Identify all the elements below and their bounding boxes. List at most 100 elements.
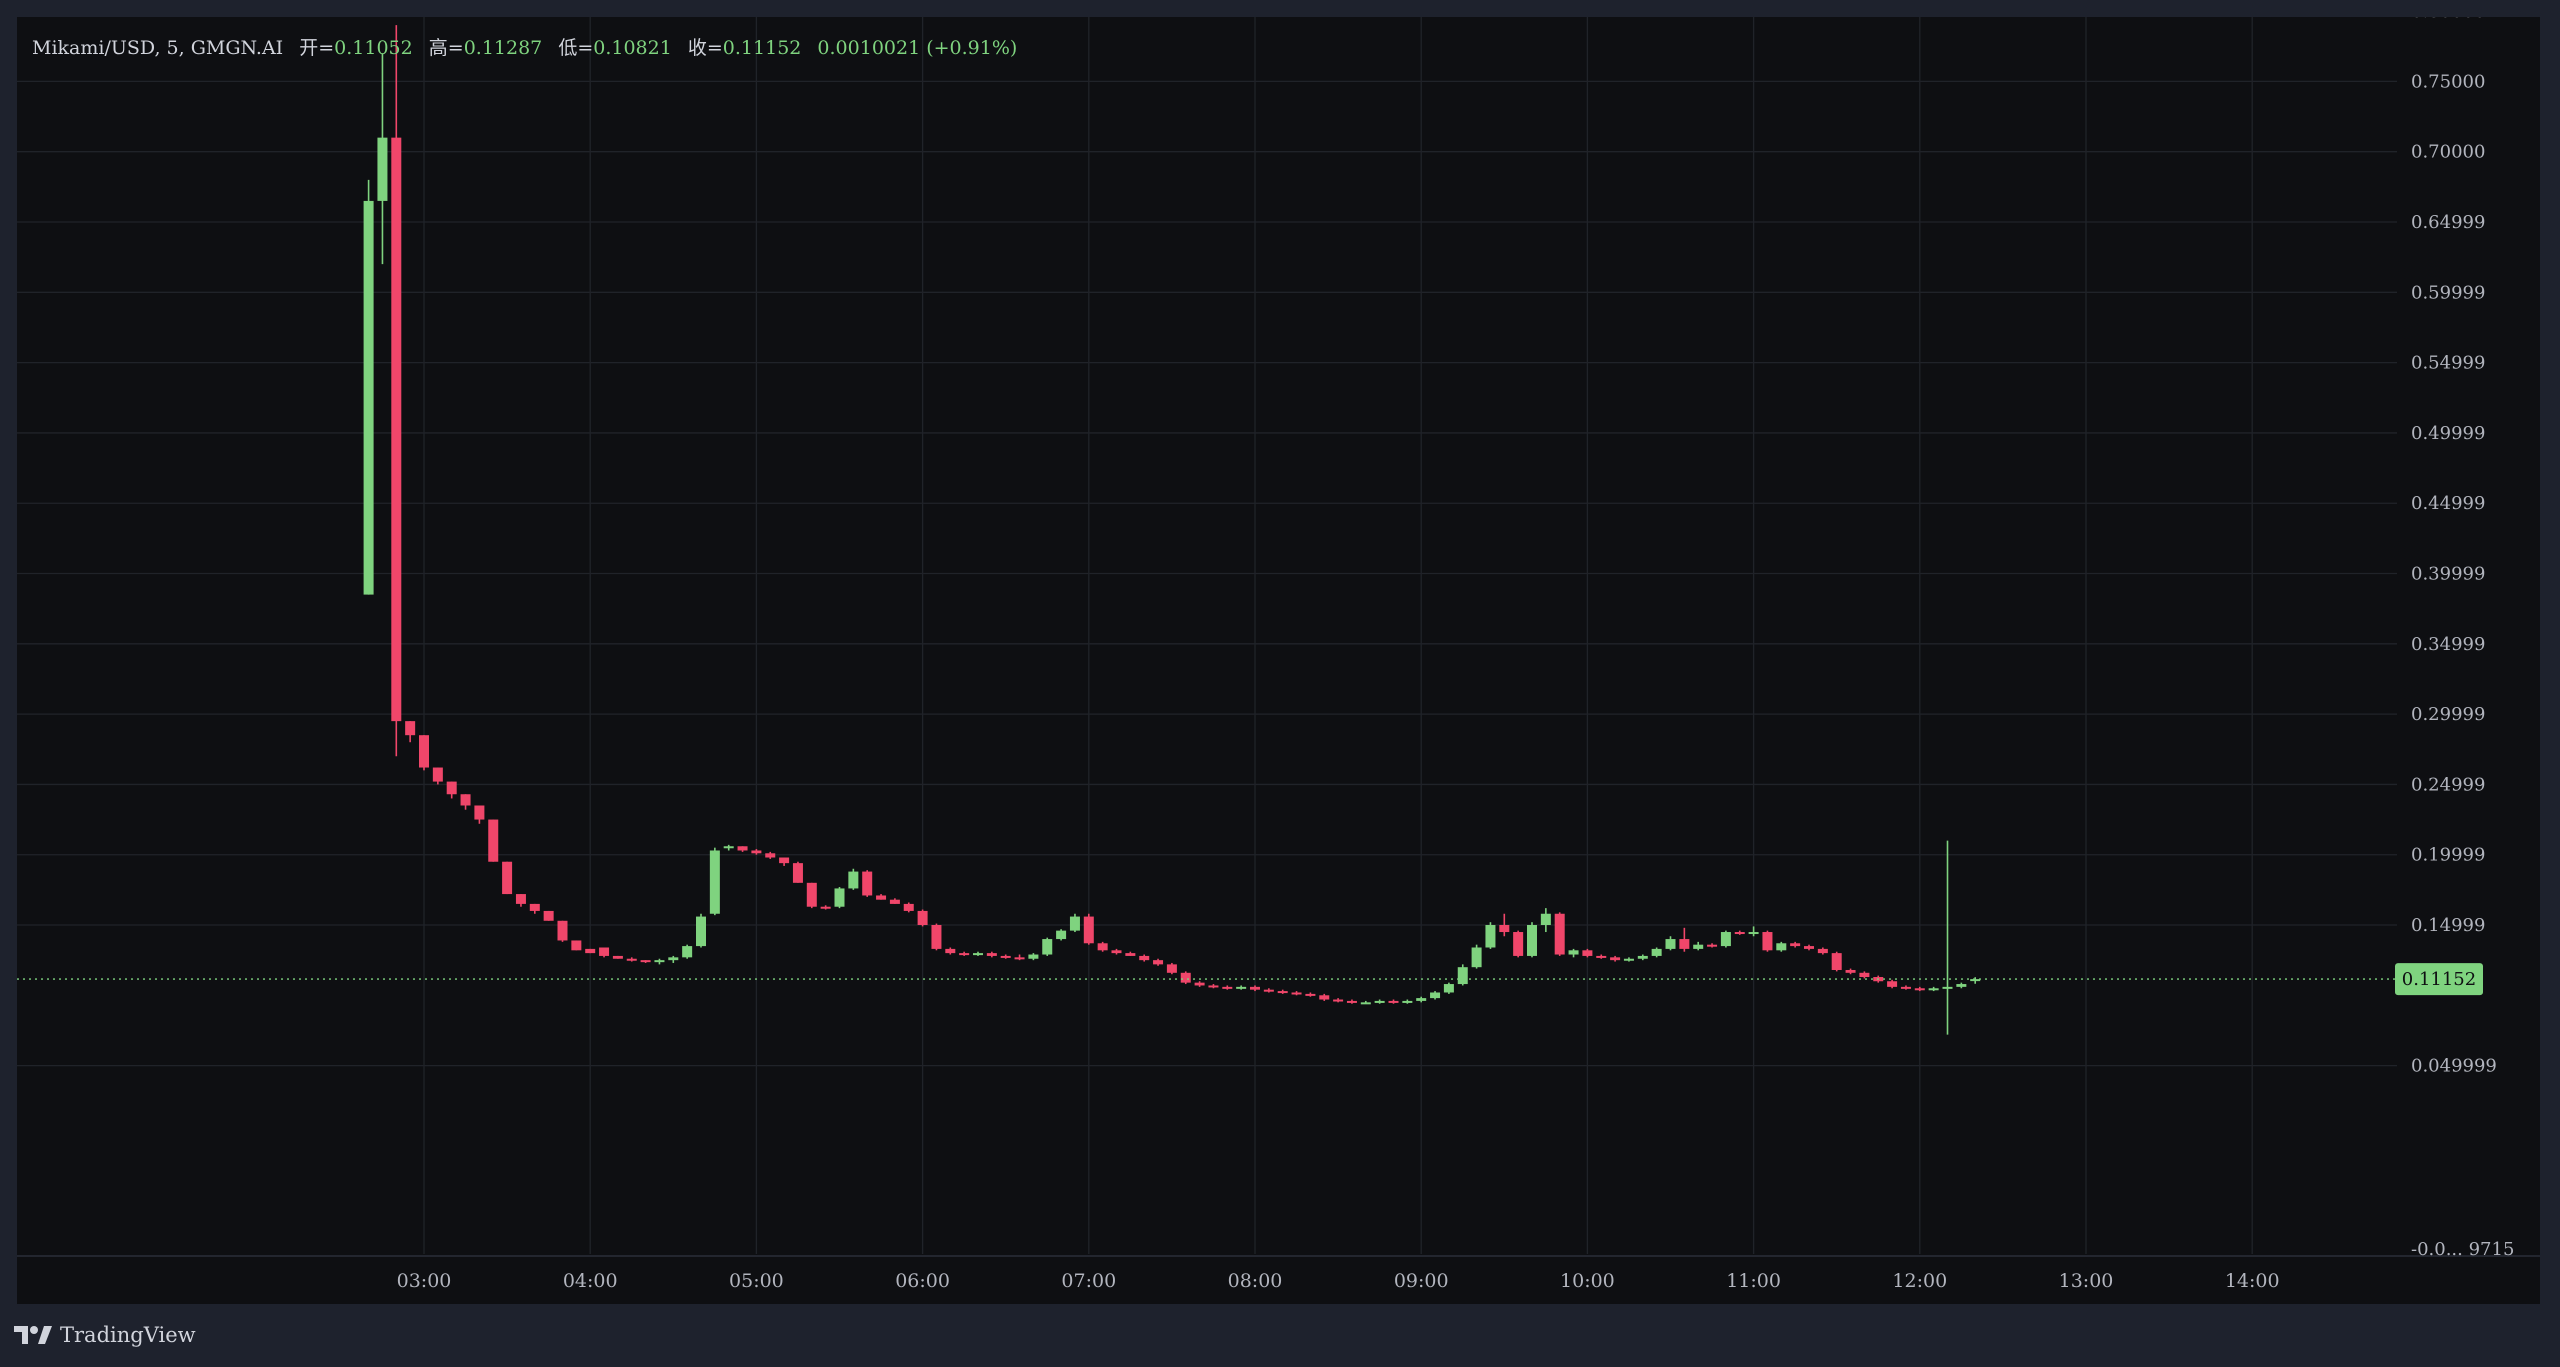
candle-body <box>1153 960 1164 965</box>
axis-layer: 0.850000.800000.750000.700000.649990.599… <box>397 17 2515 1292</box>
candle-body <box>599 947 610 956</box>
candle-body <box>1000 955 1011 958</box>
candle-body <box>723 846 734 849</box>
candle-body <box>1623 958 1634 961</box>
candle-body <box>1374 1000 1385 1003</box>
candle-body <box>1416 998 1427 1001</box>
candle-body <box>709 850 720 914</box>
x-tick-label: 08:00 <box>1228 1270 1283 1292</box>
candle-body <box>903 903 914 911</box>
candle-body <box>848 871 859 889</box>
y-tick-label: 0.29999 <box>2411 704 2485 725</box>
tradingview-logo-icon <box>14 1326 52 1344</box>
open-label: 开= <box>299 37 335 59</box>
candle-body <box>862 871 873 896</box>
candle-body <box>654 960 665 963</box>
y-tick-label: 0.14999 <box>2411 915 2485 936</box>
y-tick-label: 0.19999 <box>2411 845 2485 866</box>
candle-body <box>419 735 429 768</box>
candle-body <box>792 863 803 883</box>
y-bottom-label: -0.0... 9715 <box>2411 1239 2514 1260</box>
candle-body <box>1402 1000 1413 1003</box>
chart-panel[interactable]: 0.850000.800000.750000.700000.649990.599… <box>17 17 2540 1304</box>
tradingview-branding[interactable]: TradingView <box>14 1320 196 1350</box>
y-tick-label: 0.39999 <box>2411 564 2485 585</box>
candle-body <box>696 916 706 947</box>
candle-body <box>1720 932 1731 947</box>
x-tick-label: 10:00 <box>1560 1270 1615 1292</box>
grid-layer <box>17 17 2540 1257</box>
candle-body <box>1499 925 1510 933</box>
y-tick-label: 0.59999 <box>2411 282 2485 303</box>
open-value: 0.11052 <box>334 37 413 59</box>
candle-body <box>1319 995 1330 1000</box>
candle-body <box>1527 925 1537 956</box>
candle-body <box>668 957 679 961</box>
candle-body <box>557 920 568 941</box>
candle-body <box>917 910 928 925</box>
candle-body <box>1056 930 1067 940</box>
change-value: 0.0010021 (+0.91%) <box>817 37 1018 59</box>
candle-body <box>1554 913 1565 955</box>
candle-body <box>1845 969 1856 973</box>
y-tick-label: 0.24999 <box>2411 774 2485 795</box>
x-tick-label: 09:00 <box>1394 1270 1449 1292</box>
candle-body <box>1651 948 1662 956</box>
candle-body <box>1457 967 1468 985</box>
candle-body <box>806 882 817 907</box>
candle-body <box>1263 989 1274 992</box>
candle-body <box>973 953 983 956</box>
candle-body <box>1762 932 1773 951</box>
candle-body <box>876 895 887 900</box>
low-label: 低= <box>558 37 594 59</box>
candle-body <box>820 906 831 909</box>
candle-body <box>779 857 790 864</box>
candle-body <box>1693 944 1704 949</box>
y-tick-label: 0.44999 <box>2411 493 2485 514</box>
candle-body <box>1166 964 1177 973</box>
candle-layer <box>17 25 2397 1035</box>
candle-body <box>1111 950 1122 954</box>
candle-body <box>585 948 596 954</box>
candle-body <box>1042 939 1053 955</box>
candle-body <box>1970 979 1981 982</box>
candle-body <box>1097 943 1108 951</box>
candle-body <box>1236 986 1247 989</box>
y-tick-label: 0.70000 <box>2411 142 2485 163</box>
candle-body <box>1125 953 1136 956</box>
close-label: 收= <box>687 37 723 59</box>
y-tick-label: 0.34999 <box>2411 634 2485 655</box>
candlestick-chart[interactable]: 0.850000.800000.750000.700000.649990.599… <box>17 17 2540 1304</box>
x-tick-label: 07:00 <box>1061 1270 1116 1292</box>
candle-body <box>502 861 513 895</box>
candle-body <box>1790 943 1801 947</box>
x-tick-label: 05:00 <box>729 1270 784 1292</box>
candle-body <box>1831 953 1842 970</box>
tradingview-brand: TradingView <box>60 1323 196 1347</box>
candle-body <box>1083 916 1094 944</box>
candle-body <box>1430 992 1441 999</box>
candle-body <box>612 955 623 959</box>
y-tick-label: 0.49999 <box>2411 423 2485 444</box>
candle-body <box>1914 988 1925 991</box>
candle-body <box>391 137 402 722</box>
candle-body <box>1679 939 1690 949</box>
high-label: 高= <box>428 37 464 59</box>
close-value: 0.11152 <box>722 37 802 59</box>
candle-body <box>446 781 457 795</box>
x-tick-label: 04:00 <box>563 1270 618 1292</box>
candle-body <box>1014 957 1025 960</box>
candle-body <box>1610 957 1621 961</box>
candle-body <box>682 946 693 958</box>
x-tick-label: 14:00 <box>2225 1270 2280 1292</box>
candle-body <box>363 200 374 595</box>
candle-body <box>1346 1000 1357 1003</box>
y-tick-label: 0.049999 <box>2411 1056 2497 1077</box>
candle-body <box>1333 999 1344 1002</box>
candle-body <box>1305 993 1316 996</box>
candle-body <box>1707 944 1718 947</box>
current-price-badge <box>2395 963 2483 996</box>
candle-body <box>1291 992 1302 995</box>
candle-body <box>945 948 956 954</box>
candle-body <box>986 953 997 956</box>
